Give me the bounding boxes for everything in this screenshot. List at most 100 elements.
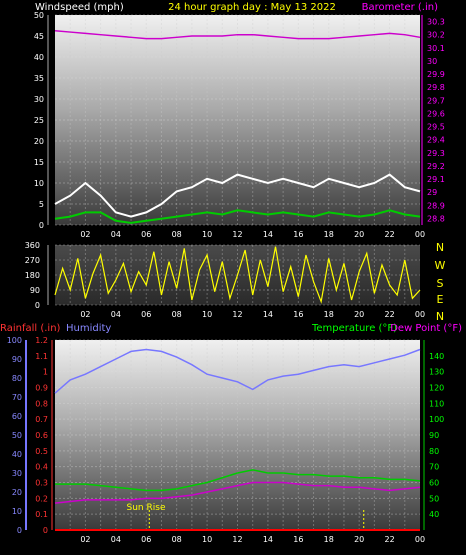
x-tick-label: 12 — [232, 310, 242, 319]
temperature-tick-label: 50 — [429, 494, 439, 503]
dir-letter-w: W — [435, 259, 446, 272]
x-tick-label: 00 — [415, 535, 425, 544]
x-tick-label: 10 — [202, 230, 212, 239]
sunrise-label: Sun Rise — [127, 503, 166, 513]
temperature-line — [55, 469, 421, 492]
rain-tick-label: 0.2 — [35, 494, 48, 503]
humidity-axis-label: Humidity — [66, 323, 111, 334]
temperature-tick-label: 70 — [429, 463, 439, 472]
temperature-tick-label: 80 — [429, 447, 439, 456]
x-tick-label: 08 — [172, 230, 182, 239]
x-tick-label: 14 — [263, 535, 273, 544]
x-tick-label: 18 — [324, 535, 334, 544]
x-tick-label: 22 — [384, 310, 394, 319]
x-tick-label: 22 — [384, 230, 394, 239]
y-left-tick-label: 270 — [25, 256, 40, 265]
x-tick-label: 10 — [202, 535, 212, 544]
wind-avg-line — [54, 209, 421, 224]
x-tick-label: 20 — [354, 230, 364, 239]
y-right-tick-label: 30.1 — [427, 44, 445, 53]
rainfall-axis-label: Rainfall (.in) — [0, 323, 61, 334]
temperature-tick-label: 90 — [429, 431, 439, 440]
humidity-tick-label: 70 — [12, 393, 22, 402]
y-left-tick-label: 35 — [34, 74, 44, 83]
x-tick-label: 06 — [141, 230, 151, 239]
dir-letter-s: S — [437, 277, 444, 290]
windspeed-axis-label: Windspeed (mph) — [35, 2, 124, 13]
dewpoint-axis-label: Dew Point (°F) — [390, 323, 462, 334]
x-tick-label: 08 — [172, 535, 182, 544]
humidity-tick-label: 20 — [12, 488, 22, 497]
humidity-tick-label: 0 — [17, 526, 22, 535]
temperature-tick-label: 100 — [429, 415, 444, 424]
y-left-tick-label: 40 — [34, 53, 44, 62]
x-tick-label: 20 — [354, 310, 364, 319]
climate-panel-bg — [55, 340, 420, 530]
rain-tick-label: 0 — [43, 526, 48, 535]
y-right-tick-label: 29.1 — [427, 175, 445, 184]
temperature-tick-label: 60 — [429, 479, 439, 488]
y-left-tick-label: 180 — [25, 271, 40, 280]
y-right-tick-label: 29.4 — [427, 136, 445, 145]
y-right-tick-label: 28.8 — [427, 214, 445, 223]
x-tick-label: 16 — [293, 310, 303, 319]
humidity-tick-label: 60 — [12, 412, 22, 421]
y-left-tick-label: 10 — [34, 179, 44, 188]
temperature-tick-label: 130 — [429, 368, 444, 377]
y-right-tick-label: 30.2 — [427, 31, 445, 40]
y-left-tick-label: 90 — [30, 286, 40, 295]
y-right-tick-label: 29.5 — [427, 123, 445, 132]
x-tick-label: 16 — [293, 230, 303, 239]
dir-letter-e: E — [437, 293, 444, 306]
rain-tick-label: 0.4 — [35, 463, 48, 472]
rain-tick-label: 1.1 — [35, 352, 48, 361]
dir-letter-n-top: N — [436, 241, 444, 254]
temperature-axis-label: Temperature (°F) — [311, 323, 397, 334]
humidity-tick-label: 90 — [12, 355, 22, 364]
rain-tick-label: 0.9 — [35, 384, 48, 393]
x-tick-label: 18 — [324, 230, 334, 239]
y-left-tick-label: 50 — [34, 11, 44, 20]
x-tick-label: 00 — [415, 310, 425, 319]
y-left-tick-label: 25 — [34, 116, 44, 125]
wind-direction-line — [54, 246, 421, 304]
x-tick-label: 10 — [202, 310, 212, 319]
y-right-tick-label: 29 — [427, 188, 437, 197]
x-tick-label: 06 — [141, 310, 151, 319]
x-tick-label: 04 — [111, 230, 121, 239]
y-left-tick-label: 20 — [34, 137, 44, 146]
wind-panel-bg — [55, 15, 420, 225]
x-tick-label: 14 — [263, 310, 273, 319]
rain-tick-label: 0.1 — [35, 510, 48, 519]
y-left-tick-label: 30 — [34, 95, 44, 104]
humidity-tick-label: 80 — [12, 374, 22, 383]
rain-tick-label: 0.5 — [35, 447, 48, 456]
humidity-tick-label: 10 — [12, 507, 22, 516]
humidity-line — [54, 348, 421, 394]
x-tick-label: 18 — [324, 310, 334, 319]
humidity-tick-label: 100 — [7, 336, 22, 345]
rain-tick-label: 0.6 — [35, 431, 48, 440]
x-tick-label: 02 — [80, 535, 90, 544]
barometer-axis-label: Barometer (.in) — [362, 2, 438, 13]
x-tick-label: 06 — [141, 535, 151, 544]
x-tick-label: 04 — [111, 535, 121, 544]
dewpoint-line — [54, 481, 421, 504]
x-tick-label: 12 — [232, 230, 242, 239]
y-left-tick-label: 5 — [39, 200, 44, 209]
temperature-tick-label: 110 — [429, 399, 444, 408]
dir-letter-n-bottom: N — [436, 310, 444, 323]
y-left-tick-label: 0 — [39, 221, 44, 230]
x-tick-label: 02 — [80, 310, 90, 319]
graph-title: 24 hour graph day : May 13 2022 — [168, 2, 336, 13]
y-right-tick-label: 30 — [427, 57, 437, 66]
y-left-tick-label: 0 — [35, 301, 40, 310]
y-left-tick-label: 15 — [34, 158, 44, 167]
rain-tick-label: 0.8 — [35, 399, 48, 408]
x-tick-label: 22 — [384, 535, 394, 544]
x-tick-label: 20 — [354, 535, 364, 544]
humidity-tick-label: 40 — [12, 450, 22, 459]
x-tick-label: 04 — [111, 310, 121, 319]
wind-gust-line — [54, 173, 421, 218]
y-right-tick-label: 29.2 — [427, 162, 445, 171]
